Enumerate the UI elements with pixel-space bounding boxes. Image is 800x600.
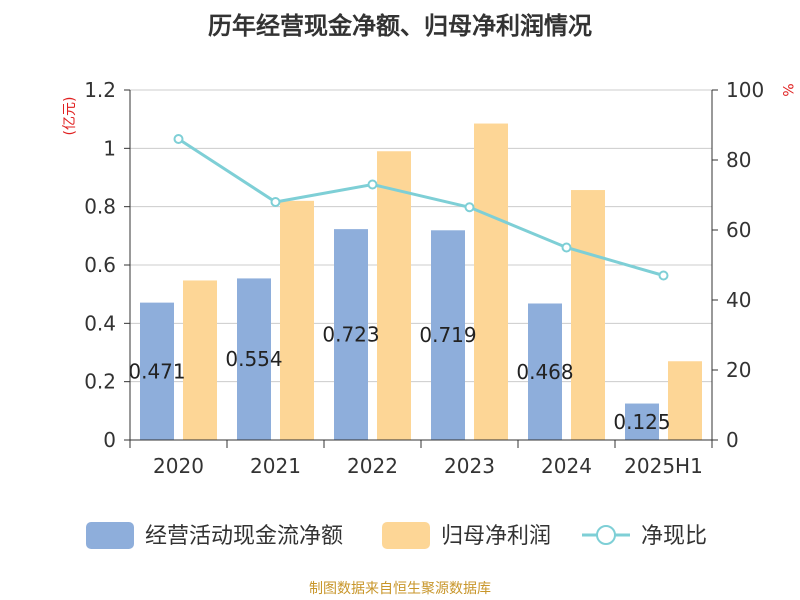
ratio-point	[173, 134, 184, 144]
bar-cash-flow	[334, 229, 368, 440]
y-right-tick-label: 80	[726, 148, 751, 172]
bar-value-label: 0.471	[128, 359, 185, 383]
grid-lines	[130, 89, 712, 383]
axes: 0 0.2 0.4 0.6 0.8 1 1.2 0 20 40 60 80 100 (亿元)% 2020 20…	[62, 78, 795, 478]
y-left-tick-label: 1.2	[84, 78, 116, 102]
ratio-point	[367, 179, 378, 190]
bar-net-profit	[183, 280, 217, 440]
ratio-point	[561, 242, 572, 253]
bar-net-profit	[280, 200, 314, 440]
y-left-tick-label: 1	[103, 136, 116, 160]
bar-value-labels: 0.471 0.554 0.723 0.719 0.468 0.125	[128, 323, 670, 434]
ratio-point	[270, 197, 281, 207]
legend-label-cash-flow: 经营活动现金流净额	[145, 524, 343, 549]
legend-label-ratio: 净现比	[641, 524, 707, 549]
bar-net-profit	[571, 190, 605, 440]
bar-value-label: 0.125	[613, 410, 670, 434]
x-tick-label: 2025H1	[624, 454, 703, 478]
x-tick-label: 2024	[541, 454, 592, 478]
y-left-tick-label: 0.4	[84, 311, 116, 335]
y-left-tick-label: 0	[103, 428, 116, 452]
legend: 经营活动现金流净额 归母净利润 净现比	[86, 522, 707, 549]
legend-swatch-cash-flow	[86, 522, 134, 549]
y-right-tick-label: 40	[726, 288, 751, 312]
y-left-tick-label: 0.6	[84, 253, 116, 277]
bar-net-profit	[474, 123, 508, 441]
bar-net-profit	[377, 151, 411, 440]
bar-cash-flow	[431, 230, 465, 440]
legend-marker-ratio	[596, 525, 616, 545]
bar-cash-flow	[625, 403, 659, 440]
ratio-line	[177, 137, 664, 277]
y-left-tick-label: 0.8	[84, 195, 116, 219]
bar-value-label: 0.468	[516, 360, 573, 384]
y-left-tick-label: 0.2	[84, 370, 116, 394]
y-right-unit: %	[779, 83, 795, 96]
bar-net-profit	[668, 361, 702, 440]
bar-series	[140, 123, 702, 441]
ratio-point	[658, 270, 669, 281]
legend-label-net-profit: 归母净利润	[441, 524, 551, 549]
x-tick-label: 2022	[347, 454, 398, 478]
y-right-tick-label: 60	[726, 218, 751, 242]
source-note: 制图数据来自恒生聚源数据库	[309, 581, 491, 597]
x-tick-label: 2020	[153, 454, 204, 478]
x-tick-label: 2023	[444, 454, 495, 478]
bar-cash-flow	[140, 302, 174, 440]
ratio-point	[464, 202, 475, 213]
y-right-tick-label: 100	[726, 78, 764, 102]
bar-value-label: 0.723	[322, 323, 379, 347]
bar-cash-flow	[528, 303, 562, 440]
x-tick-label: 2021	[250, 454, 301, 478]
chart-title: 历年经营现金净额、归母净利润情况	[208, 12, 592, 40]
legend-swatch-net-profit	[382, 522, 430, 549]
y-right-tick-label: 0	[726, 428, 739, 452]
y-left-unit: (亿元)	[62, 97, 78, 136]
bar-value-label: 0.719	[419, 323, 476, 347]
bar-cash-flow	[237, 278, 271, 440]
y-right-tick-label: 20	[726, 358, 751, 382]
bar-value-label: 0.554	[225, 347, 282, 371]
ratio-line-series	[173, 134, 669, 281]
